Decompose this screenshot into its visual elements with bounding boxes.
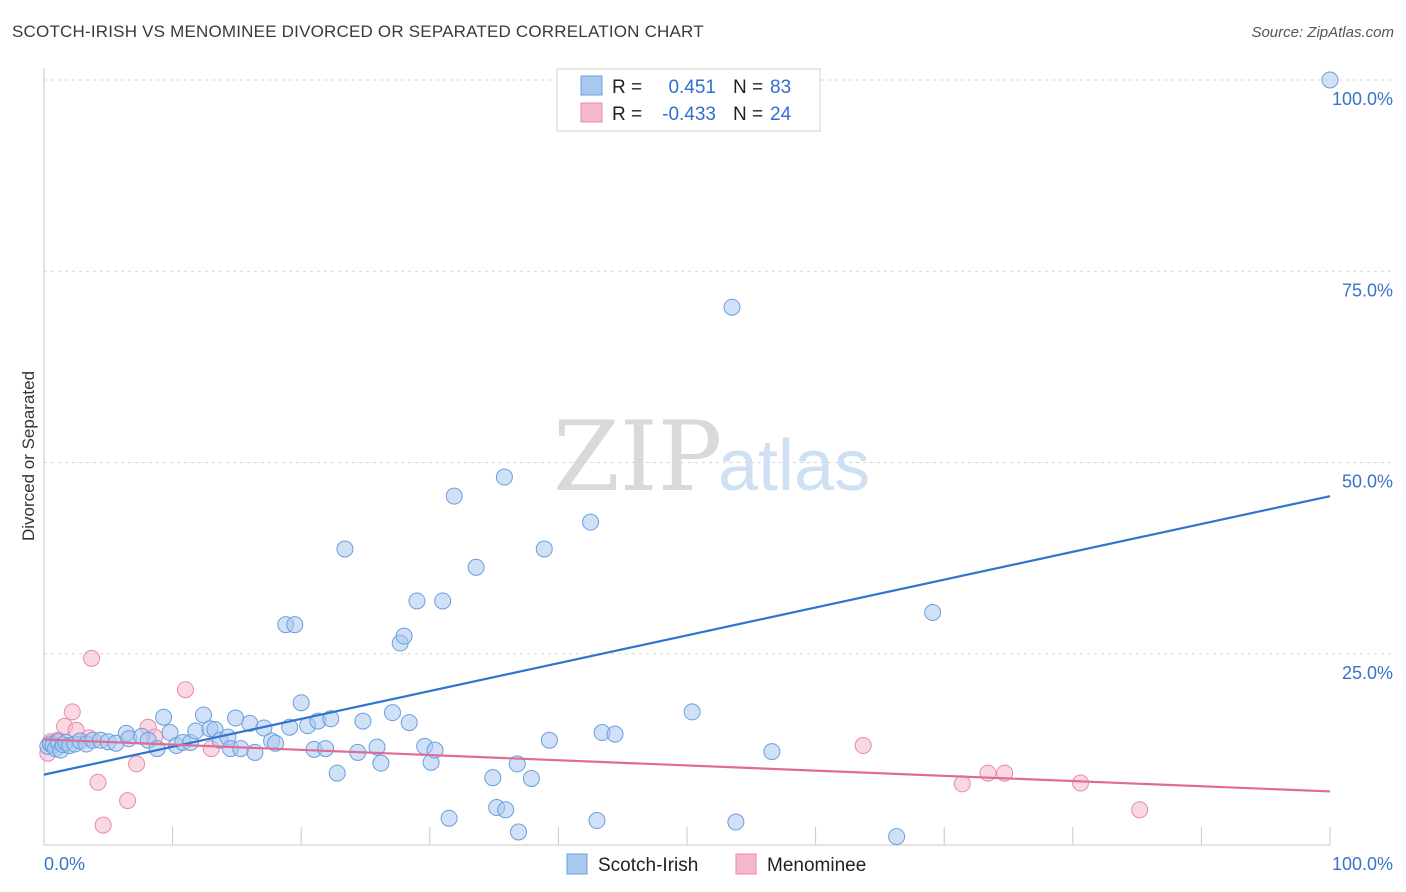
scotch-irish-point-79	[606, 725, 624, 743]
menominee-point-4	[63, 703, 81, 721]
chart-title: SCOTCH-IRISH VS MENOMINEE DIVORCED OR SE…	[12, 22, 704, 41]
y-axis-label: Divorced or Separated	[19, 371, 38, 541]
x-ticks	[43, 827, 1331, 845]
legend-n-value-1: 83	[770, 77, 791, 98]
menominee-point-7	[83, 649, 101, 667]
menominee-point-8	[89, 773, 107, 791]
scotch-irish-point-85	[924, 603, 942, 621]
menominee-trend-line	[43, 738, 1331, 793]
scotch-irish-point-50	[336, 540, 354, 558]
scotch-irish-point-65	[445, 487, 463, 505]
legend-swatch-menominee	[580, 102, 603, 123]
legend-r-value-1: 0.451	[668, 77, 716, 98]
scotch-irish-point-64	[440, 809, 458, 827]
scotch-irish-point-55	[384, 704, 402, 722]
scotch-irish-point-39	[266, 734, 284, 752]
y-tick-label-50: 50.0%	[1342, 472, 1393, 492]
y-tick-label-75: 75.0%	[1342, 280, 1393, 300]
x-tick-label-min: 0.0%	[44, 854, 85, 874]
trend-lines	[43, 495, 1331, 793]
scotch-irish-point-47	[317, 740, 335, 758]
scotch-irish-point-66	[467, 558, 485, 576]
scotch-irish-point-33	[227, 709, 245, 727]
scotch-irish-point-71	[508, 755, 526, 773]
scotch-irish-point-48	[322, 710, 340, 728]
legend-r-label-2: R =	[612, 104, 642, 125]
scotch-irish-point-73	[522, 769, 540, 787]
scotch-irish-point-59	[408, 592, 426, 610]
scotch-irish-point-57	[395, 627, 413, 645]
scotch-irish-point-83	[763, 743, 781, 761]
legend-n-label-1: N =	[733, 77, 763, 98]
scotch-irish-point-84	[888, 828, 906, 846]
legend-n-value-2: 24	[770, 104, 792, 125]
menominee-point-17	[953, 775, 971, 793]
legend-r-value-2: -0.433	[662, 104, 716, 125]
scotch-irish-point-26	[187, 722, 205, 740]
legend: R = 0.451 N = 83 R = -0.433 N = 24	[556, 68, 821, 132]
menominee-point-9	[94, 816, 112, 834]
scotch-irish-point-43	[292, 694, 310, 712]
menominee-point-16	[854, 737, 872, 755]
scotch-irish-point-58	[400, 714, 418, 732]
y-tick-labels: 25.0% 50.0% 75.0% 100.0%	[1332, 89, 1393, 683]
scotch-irish-point-54	[372, 754, 390, 772]
scotch-irish-point-67	[484, 769, 502, 787]
source-label: Source: ZipAtlas.com	[1251, 24, 1394, 41]
y-tick-label-25: 25.0%	[1342, 663, 1393, 683]
menominee-point-11	[128, 755, 146, 773]
legend-swatch-scotch-irish	[580, 75, 603, 96]
menominee-points	[39, 649, 1149, 834]
scotch-irish-point-81	[723, 298, 741, 316]
scotch-irish-trend-line	[43, 495, 1331, 776]
scotch-irish-point-77	[588, 812, 606, 830]
bottom-legend: Scotch-Irish Menominee	[566, 853, 866, 876]
legend-n-label-2: N =	[733, 104, 763, 125]
y-tick-label-100: 100.0%	[1332, 89, 1393, 109]
legend-r-label-1: R =	[612, 77, 642, 98]
scotch-irish-point-80	[683, 703, 701, 721]
bottom-legend-label-menominee: Menominee	[767, 855, 866, 876]
scotch-irish-point-21	[155, 708, 173, 726]
menominee-point-21	[1131, 801, 1149, 819]
scotch-irish-point-82	[727, 813, 745, 831]
x-tick-label-max: 100.0%	[1332, 854, 1393, 874]
scotch-irish-point-53	[368, 738, 386, 756]
scotch-irish-point-49	[328, 764, 346, 782]
scotch-irish-point-52	[354, 712, 372, 730]
grid-lines	[44, 79, 1392, 655]
scotch-irish-points	[39, 71, 1339, 846]
scotch-irish-point-70	[497, 801, 515, 819]
menominee-point-10	[119, 792, 137, 810]
bottom-legend-swatch-scotch-irish	[566, 853, 588, 875]
scotch-irish-point-42	[286, 616, 304, 634]
scotch-irish-point-63	[434, 592, 452, 610]
menominee-point-20	[1072, 774, 1090, 792]
watermark: ZIP atlas	[553, 401, 870, 513]
scotch-irish-point-86	[1321, 71, 1339, 89]
scotch-irish-point-69	[495, 468, 513, 486]
watermark-zip: ZIP	[553, 401, 722, 513]
scotch-irish-point-72	[510, 823, 528, 841]
bottom-legend-swatch-menominee	[735, 853, 757, 875]
scotch-irish-point-27	[194, 706, 212, 724]
scotch-irish-point-76	[582, 513, 600, 531]
watermark-atlas: atlas	[718, 426, 870, 506]
scotch-irish-point-75	[540, 731, 558, 749]
menominee-point-14	[176, 681, 194, 699]
scotch-irish-point-74	[535, 540, 553, 558]
bottom-legend-label-scotch-irish: Scotch-Irish	[598, 855, 698, 876]
